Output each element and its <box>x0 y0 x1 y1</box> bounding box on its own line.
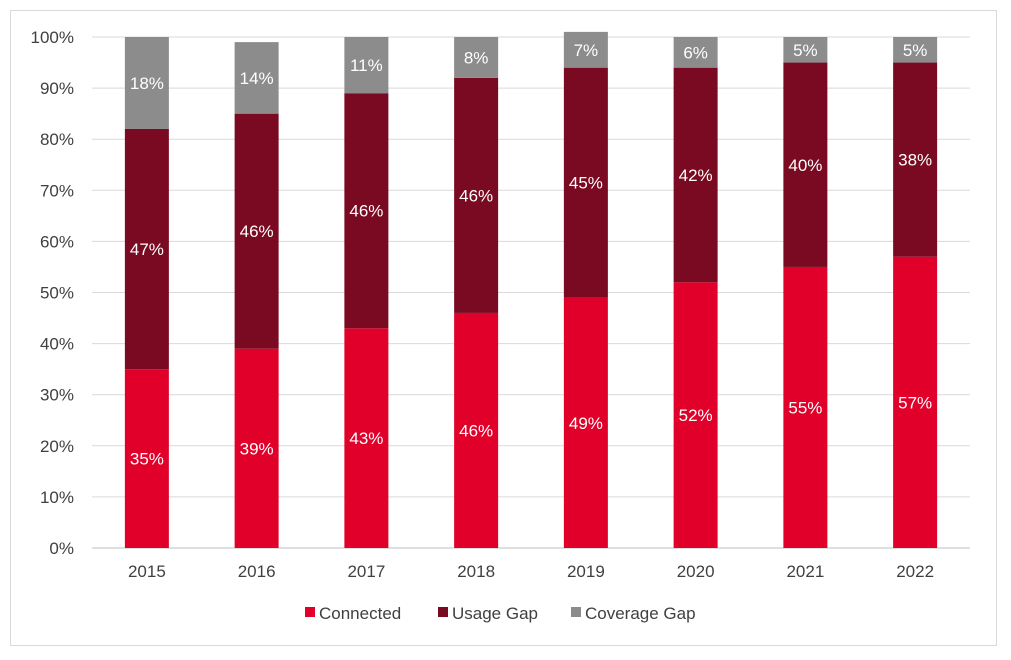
bar-segment-coverage-gap <box>563 31 608 68</box>
bar-segment-usage-gap <box>563 67 608 298</box>
y-tick-label: 80% <box>40 130 74 149</box>
bar-segment-coverage-gap <box>893 37 938 63</box>
y-tick-label: 0% <box>49 539 74 558</box>
bar-segment-connected <box>783 266 828 548</box>
data-label: 7% <box>574 41 599 60</box>
data-label: 18% <box>130 74 164 93</box>
data-label: 46% <box>240 222 274 241</box>
data-label: 57% <box>898 393 932 412</box>
data-label: 5% <box>903 41 928 60</box>
legend-label: Coverage Gap <box>585 604 696 623</box>
data-label: 46% <box>459 421 493 440</box>
data-label: 47% <box>130 240 164 259</box>
data-label: 8% <box>464 48 489 67</box>
bar-segment-usage-gap <box>124 128 169 370</box>
bar-segment-usage-gap <box>344 93 389 329</box>
bar-segment-coverage-gap <box>124 37 169 129</box>
bar-segment-usage-gap <box>893 62 938 257</box>
data-label: 55% <box>788 398 822 417</box>
bar-segment-connected <box>563 297 608 548</box>
y-tick-label: 60% <box>40 232 74 251</box>
data-label: 46% <box>349 202 383 221</box>
y-tick-label: 50% <box>40 284 74 303</box>
y-tick-label: 70% <box>40 181 74 200</box>
y-tick-label: 20% <box>40 437 74 456</box>
data-label: 11% <box>350 56 383 75</box>
legend-swatch-coverage-gap <box>571 607 581 617</box>
data-label: 39% <box>240 439 274 458</box>
bar-segment-connected <box>344 328 389 548</box>
bar-segment-connected <box>893 256 938 548</box>
legend-label: Usage Gap <box>452 604 538 623</box>
legend-label: Connected <box>319 604 401 623</box>
bar-segment-connected <box>454 312 499 548</box>
data-label: 45% <box>569 174 603 193</box>
y-tick-label: 100% <box>31 28 74 47</box>
bar-segment-coverage-gap <box>234 42 279 114</box>
y-tick-label: 40% <box>40 335 74 354</box>
bar-segment-usage-gap <box>783 62 828 267</box>
bar-segment-coverage-gap <box>673 37 718 68</box>
data-label: 35% <box>130 450 164 469</box>
bar-segment-usage-gap <box>673 67 718 283</box>
data-label: 49% <box>569 414 603 433</box>
bar-segment-usage-gap <box>234 113 279 349</box>
data-label: 5% <box>793 41 818 60</box>
data-label: 38% <box>898 151 932 170</box>
x-tick-label: 2017 <box>347 562 385 581</box>
x-tick-label: 2018 <box>457 562 495 581</box>
x-tick-label: 2015 <box>128 562 166 581</box>
data-label: 42% <box>679 166 713 185</box>
data-label: 14% <box>240 69 274 88</box>
bar-segment-connected <box>124 369 169 548</box>
x-tick-label: 2021 <box>786 562 824 581</box>
y-tick-label: 90% <box>40 79 74 98</box>
bar-segment-coverage-gap <box>344 37 389 94</box>
y-tick-label: 30% <box>40 386 74 405</box>
data-label: 43% <box>349 429 383 448</box>
data-label: 40% <box>788 156 822 175</box>
data-label: 52% <box>679 406 713 425</box>
bar-segment-usage-gap <box>454 77 499 313</box>
y-tick-label: 10% <box>40 488 74 507</box>
x-tick-label: 2022 <box>896 562 934 581</box>
x-tick-label: 2020 <box>677 562 715 581</box>
bar-segment-coverage-gap <box>783 37 828 63</box>
bar-segment-connected <box>673 282 718 548</box>
legend-swatch-connected <box>305 607 315 617</box>
legend-swatch-usage-gap <box>438 607 448 617</box>
data-label: 6% <box>683 43 708 62</box>
chart-frame <box>10 10 997 646</box>
data-label: 46% <box>459 186 493 205</box>
bar-segment-connected <box>234 348 279 548</box>
x-tick-label: 2019 <box>567 562 605 581</box>
x-tick-label: 2016 <box>238 562 276 581</box>
bar-segment-coverage-gap <box>454 37 499 78</box>
